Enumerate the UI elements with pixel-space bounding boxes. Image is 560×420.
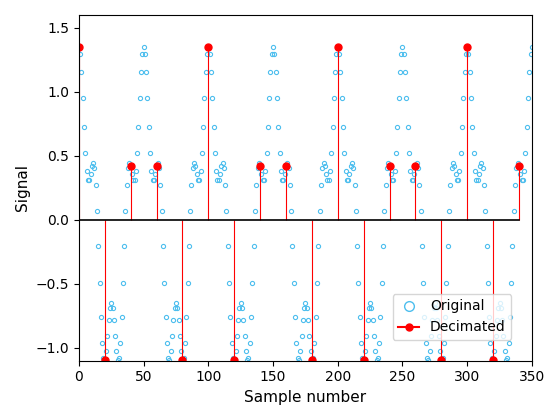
Original bbox=[529, 45, 535, 50]
Original bbox=[503, 357, 510, 362]
Original bbox=[480, 182, 487, 187]
Original bbox=[256, 164, 263, 169]
X-axis label: Sample number: Sample number bbox=[244, 390, 366, 405]
Y-axis label: Signal: Signal bbox=[15, 164, 30, 211]
Original bbox=[289, 243, 296, 248]
Original bbox=[76, 45, 82, 50]
Legend: Original, Decimated: Original, Decimated bbox=[393, 294, 511, 340]
Original bbox=[288, 209, 295, 214]
Original bbox=[306, 333, 312, 339]
Original bbox=[458, 150, 464, 155]
Line: Original: Original bbox=[77, 45, 534, 362]
